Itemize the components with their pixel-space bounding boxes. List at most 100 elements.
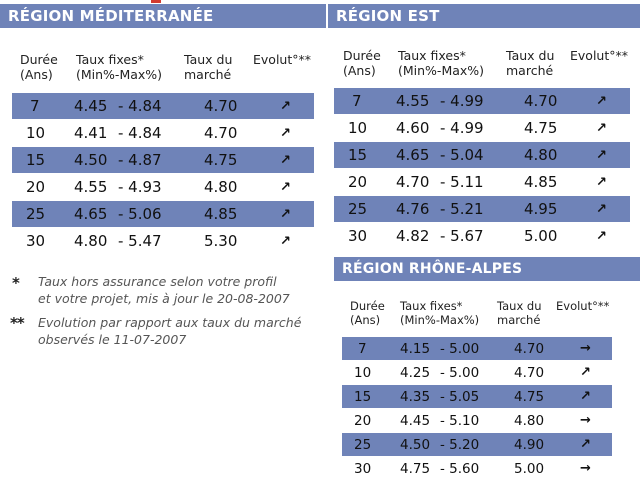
- trend-up-icon: ↗: [596, 228, 607, 244]
- cell-duree: 25: [26, 205, 46, 223]
- table-row: 30 4.75 - 5.60 5.00 →: [342, 457, 612, 480]
- cell-marche: 4.85: [524, 173, 558, 191]
- cell-min: 4.45: [74, 97, 108, 115]
- cell-min: 4.80: [74, 232, 108, 250]
- cell-max: - 5.21: [440, 200, 484, 218]
- cell-min: 4.15: [400, 340, 431, 357]
- cell-min: 4.55: [396, 92, 430, 110]
- cell-duree: 25: [354, 436, 372, 453]
- cell-marche: 4.85: [204, 205, 238, 223]
- cell-marche: 5.30: [204, 232, 238, 250]
- table-row: 20 4.70 - 5.11 4.85 ↗: [334, 169, 630, 195]
- table-row: 15 4.65 - 5.04 4.80 ↗: [334, 142, 630, 168]
- cell-marche: 5.00: [514, 460, 545, 477]
- cell-min: 4.25: [400, 364, 431, 381]
- table-row: 30 4.80 - 5.47 5.30 ↗: [12, 228, 314, 254]
- cell-marche: 4.70: [514, 364, 545, 381]
- table-row: 20 4.45 - 5.10 4.80 →: [342, 409, 612, 432]
- cell-marche: 4.95: [524, 200, 558, 218]
- cell-max: - 5.47: [118, 232, 162, 250]
- cell-duree: 10: [348, 119, 368, 137]
- table-row: 7 4.15 - 5.00 4.70 →: [342, 337, 612, 360]
- cell-min: 4.50: [400, 436, 431, 453]
- footnote-text: Evolution par rapport aux taux du marché…: [38, 315, 302, 347]
- region-mediterranee-title: RÉGION MÉDITERRANÉE: [0, 4, 326, 28]
- cell-max: - 5.00: [440, 340, 480, 357]
- cell-min: 4.35: [400, 388, 431, 405]
- cell-duree: 10: [26, 124, 46, 142]
- table-row: 25 4.50 - 5.20 4.90 ↗: [342, 433, 612, 456]
- trend-up-icon: ↗: [596, 147, 607, 163]
- header-evolution: Evolut°**: [253, 52, 311, 67]
- cell-max: - 4.93: [118, 178, 162, 196]
- trend-up-icon: ↗: [580, 437, 591, 452]
- trend-flat-icon: →: [580, 461, 591, 476]
- cell-marche: 4.75: [514, 388, 545, 405]
- cell-min: 4.65: [396, 146, 430, 164]
- region-rhone-alpes-title: RÉGION RHÔNE-ALPES: [334, 257, 640, 281]
- trend-up-icon: ↗: [596, 93, 607, 109]
- footnote-text: Taux hors assurance selon votre profil e…: [38, 274, 290, 306]
- trend-up-icon: ↗: [596, 120, 607, 136]
- cell-duree: 30: [354, 460, 372, 477]
- cell-marche: 4.80: [204, 178, 238, 196]
- trend-up-icon: ↗: [280, 179, 291, 195]
- trend-up-icon: ↗: [280, 206, 291, 222]
- cell-max: - 5.04: [440, 146, 484, 164]
- cell-marche: 4.75: [204, 151, 238, 169]
- trend-up-icon: ↗: [280, 98, 291, 114]
- cell-max: - 4.99: [440, 92, 484, 110]
- header-taux-marche: Taux du marché: [184, 52, 233, 82]
- cell-duree: 30: [26, 232, 46, 250]
- cell-duree: 25: [348, 200, 368, 218]
- cell-max: - 4.87: [118, 151, 162, 169]
- cell-min: 4.60: [396, 119, 430, 137]
- trend-up-icon: ↗: [596, 174, 607, 190]
- table-row: 25 4.65 - 5.06 4.85 ↗: [12, 201, 314, 227]
- cell-min: 4.45: [400, 412, 431, 429]
- header-taux-fixes: Taux fixes* (Min%-Max%): [398, 48, 485, 78]
- cell-max: - 4.84: [118, 97, 162, 115]
- cell-marche: 4.90: [514, 436, 545, 453]
- table-row: 30 4.82 - 5.67 5.00 ↗: [334, 223, 630, 249]
- red-accent-mark: [151, 0, 161, 3]
- cell-max: - 5.00: [440, 364, 480, 381]
- header-evolution: Evolut°**: [570, 48, 628, 63]
- cell-min: 4.65: [74, 205, 108, 223]
- header-duree: Durée (Ans): [343, 48, 381, 78]
- trend-flat-icon: →: [580, 413, 591, 428]
- cell-max: - 4.99: [440, 119, 484, 137]
- cell-min: 4.82: [396, 227, 430, 245]
- header-taux-fixes: Taux fixes* (Min%-Max%): [400, 299, 480, 327]
- trend-up-icon: ↗: [580, 365, 591, 380]
- header-duree: Durée (Ans): [20, 52, 58, 82]
- cell-marche: 4.70: [524, 92, 558, 110]
- header-taux-fixes: Taux fixes* (Min%-Max%): [76, 52, 163, 82]
- table-row: 20 4.55 - 4.93 4.80 ↗: [12, 174, 314, 200]
- table-row: 10 4.60 - 4.99 4.75 ↗: [334, 115, 630, 141]
- cell-marche: 5.00: [524, 227, 558, 245]
- cell-duree: 7: [30, 97, 40, 115]
- trend-flat-icon: →: [580, 341, 591, 356]
- header-evolution: Evolut°**: [556, 299, 610, 313]
- cell-max: - 5.60: [440, 460, 480, 477]
- cell-max: - 5.11: [440, 173, 484, 191]
- cell-duree: 15: [26, 151, 46, 169]
- cell-marche: 4.70: [204, 97, 238, 115]
- header-taux-marche: Taux du marché: [506, 48, 555, 78]
- trend-up-icon: ↗: [580, 389, 591, 404]
- cell-max: - 5.20: [440, 436, 480, 453]
- trend-up-icon: ↗: [280, 152, 291, 168]
- region-est-title: RÉGION EST: [328, 4, 640, 28]
- table-row: 15 4.35 - 5.05 4.75 ↗: [342, 385, 612, 408]
- cell-duree: 7: [358, 340, 367, 357]
- cell-min: 4.70: [396, 173, 430, 191]
- cell-min: 4.75: [400, 460, 431, 477]
- table-row: 15 4.50 - 4.87 4.75 ↗: [12, 147, 314, 173]
- cell-duree: 20: [354, 412, 372, 429]
- table-row: 25 4.76 - 5.21 4.95 ↗: [334, 196, 630, 222]
- table-row: 7 4.55 - 4.99 4.70 ↗: [334, 88, 630, 114]
- cell-min: 4.76: [396, 200, 430, 218]
- cell-duree: 30: [348, 227, 368, 245]
- cell-duree: 7: [352, 92, 362, 110]
